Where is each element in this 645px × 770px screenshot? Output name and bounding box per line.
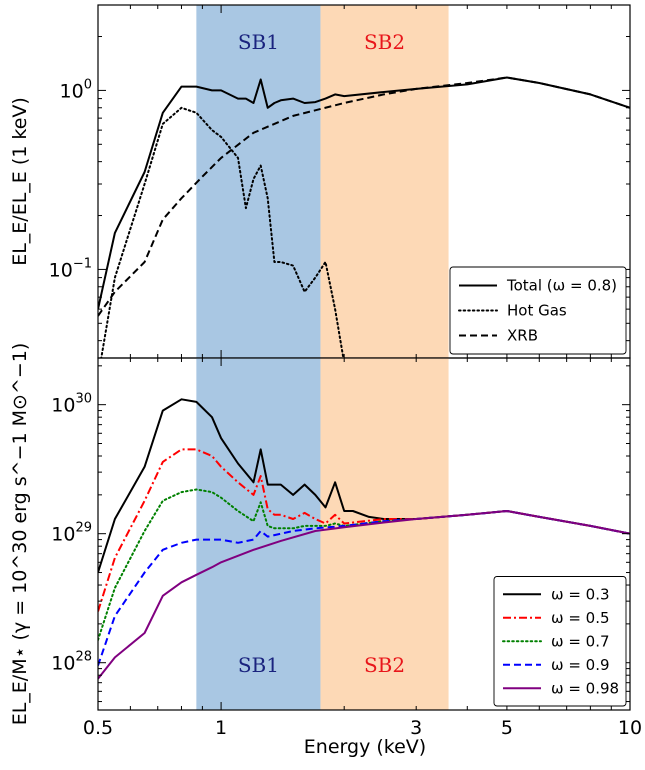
series-group xyxy=(98,76,630,358)
legend-label: ω = 0.3 xyxy=(551,585,610,603)
legend-box xyxy=(493,576,627,707)
x-tick-label: 3 xyxy=(410,717,422,739)
x-tick-label: 1 xyxy=(215,717,227,739)
series-line-2 xyxy=(98,488,630,641)
series-group xyxy=(98,398,630,680)
y-axis-label: EL_E/EL_E (1 keV) xyxy=(9,97,31,266)
y-axis-label: EL_E/M⋆ (γ = 10^30 erg s^−1 M⊙^−1) xyxy=(9,343,31,726)
y-tick-label: 100 xyxy=(60,77,92,102)
legend-label: Hot Gas xyxy=(507,302,567,320)
bottom-panel: SB1 SB2 1028 1029 1030 0.5 1 3 5 10 EL_E/M⋆ (γ = 1… xyxy=(9,343,642,739)
legend-label: XRB xyxy=(507,327,538,345)
x-tick-label: 5 xyxy=(501,717,513,739)
legend-label: ω = 0.5 xyxy=(551,609,610,627)
series-line-1 xyxy=(100,106,345,358)
band-label-sb1: SB1 xyxy=(238,653,279,677)
series-line-4 xyxy=(98,510,630,680)
legend-label: ω = 0.9 xyxy=(551,656,610,674)
series-line-2 xyxy=(98,76,630,317)
band-label-sb2: SB2 xyxy=(364,30,405,54)
legend-label: ω = 0.7 xyxy=(551,632,610,650)
legend: ω = 0.3 ω = 0.5 ω = 0.7 ω = 0.9 ω = 0.98 xyxy=(493,576,627,707)
y-tick-label: 1028 xyxy=(51,650,92,675)
band-sb2 xyxy=(320,358,449,710)
band-label-sb2: SB2 xyxy=(364,653,405,677)
band-sb2 xyxy=(320,5,449,358)
band-label-sb1: SB1 xyxy=(238,30,279,54)
y-tick-label: 1030 xyxy=(51,392,92,417)
legend-label: Total (ω = 0.8) xyxy=(506,277,617,295)
legend-label: ω = 0.98 xyxy=(551,679,619,697)
legend-box xyxy=(449,266,627,355)
y-tick-label: 1029 xyxy=(51,521,92,546)
x-tick-label: 10 xyxy=(618,717,642,739)
top-panel: SB1 SB2 10−1 100 EL_E/EL_E (1 keV) Total (ω =… xyxy=(9,4,631,359)
legend: Total (ω = 0.8) Hot Gas XRB xyxy=(449,266,627,355)
x-tick-label: 0.5 xyxy=(83,717,113,739)
y-tick-label: 10−1 xyxy=(49,256,92,281)
band-sb1 xyxy=(196,5,321,358)
x-axis-label: Energy (keV) xyxy=(304,736,426,758)
series-line-0 xyxy=(98,76,630,310)
series-line-3 xyxy=(98,510,630,666)
